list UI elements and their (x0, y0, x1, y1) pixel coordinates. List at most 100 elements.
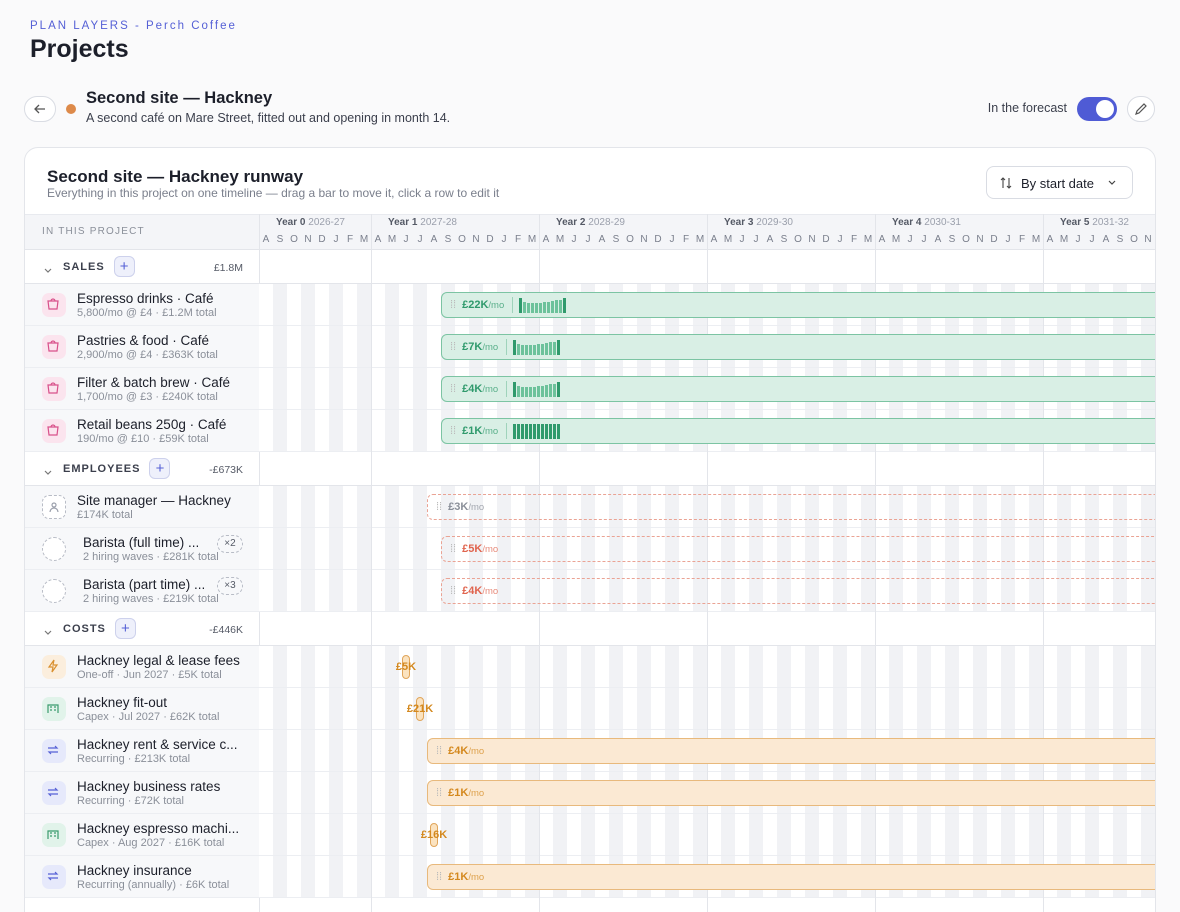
section-total: -£673K (209, 464, 243, 476)
drag-handle: ⁞⁞ (450, 383, 457, 395)
row-name: Hackney espresso machi... (77, 821, 240, 836)
drag-handle: ⁞⁞ (450, 543, 457, 555)
drag-handle: ⁞⁞ (450, 585, 457, 597)
year-divider (371, 214, 372, 912)
timeline-bar[interactable]: ⁞⁞ £1K/mo (427, 780, 1155, 806)
spark-bar (529, 387, 533, 397)
row-icon (42, 419, 66, 443)
timeline-bar[interactable]: ⁞⁞ £4K/mo (441, 578, 1155, 604)
spark-bar (529, 345, 533, 355)
chevron (1108, 180, 1116, 185)
row-name: Barista (part time) ... (83, 577, 206, 592)
month-label: M (695, 234, 705, 245)
month-label: M (387, 234, 397, 245)
row-detail: £174K total (77, 509, 133, 521)
spark-bar (551, 301, 555, 313)
month-label: J (921, 234, 927, 245)
row-icon (42, 697, 66, 721)
month-label: J (1089, 234, 1095, 245)
icon-glyph (47, 704, 59, 713)
sort-button[interactable]: By start date (986, 166, 1133, 199)
add-button[interactable]: + (114, 618, 136, 639)
month-label: J (333, 234, 339, 245)
month-label: F (850, 234, 858, 245)
month-label: S (780, 234, 788, 245)
year-range: 2030-31 (924, 217, 961, 228)
row-icon (42, 823, 66, 847)
month-label: O (626, 234, 634, 245)
month-label: A (1102, 234, 1110, 245)
year-divider (539, 214, 540, 912)
add-button[interactable]: + (113, 256, 135, 277)
timeline-bar[interactable]: ⁞⁞ £5K/mo (441, 536, 1155, 562)
year-label: Year 3 2029-30 (724, 217, 793, 228)
page-title: Projects (30, 35, 129, 63)
timeline-bar[interactable]: ⁞⁞ £3K/mo (427, 494, 1155, 520)
month-label: J (837, 234, 843, 245)
year-divider (707, 214, 708, 912)
milestone-label: £21K (406, 703, 434, 715)
spark-bar (525, 424, 529, 439)
bar-unit: /mo (482, 341, 499, 353)
icon-glyph (47, 340, 59, 352)
timeline-bar[interactable]: ⁞⁞ £1K/mo (441, 418, 1155, 444)
month-label: N (472, 234, 480, 245)
back-button[interactable] (24, 96, 56, 122)
year-range: 2031-32 (1092, 217, 1129, 228)
spark-bar (553, 384, 557, 397)
bar-unit: /mo (468, 787, 485, 799)
row-name: Hackney fit-out (77, 695, 168, 710)
row-name: Retail beans 250g · Café (77, 417, 227, 432)
icon-glyph (47, 745, 59, 755)
timeline-card: Second site — Hackney runway Everything … (24, 147, 1156, 912)
row-detail: Capex · Aug 2027 · £16K total (77, 837, 225, 849)
icon-glyph (43, 538, 67, 562)
sparkline (512, 297, 567, 313)
month-label: J (417, 234, 423, 245)
row-detail: Capex · Jul 2027 · £62K total (77, 711, 220, 723)
section-name: EMPLOYEES (63, 463, 141, 475)
month-label: S (612, 234, 620, 245)
collapse-chevron (43, 624, 53, 642)
month-label: M (723, 234, 733, 245)
add-button[interactable]: + (149, 458, 171, 479)
icon-glyph (47, 424, 59, 436)
month-label: A (1046, 234, 1054, 245)
drag-handle: ⁞⁞ (436, 871, 443, 883)
row-icon (42, 335, 66, 359)
milestone-label: £16K (420, 829, 448, 841)
row-detail: One-off · Jun 2027 · £5K total (77, 669, 222, 681)
spark-bar (549, 384, 553, 397)
timeline-bar[interactable]: ⁞⁞ £4K/mo (427, 738, 1155, 764)
sparkline (506, 381, 561, 397)
icon-glyph (49, 502, 59, 513)
month-label: S (948, 234, 956, 245)
month-label: S (444, 234, 452, 245)
bar-unit: /mo (482, 543, 499, 555)
year-name: Year 5 (1060, 217, 1090, 228)
spark-bar (537, 344, 541, 355)
year-label: Year 0 2026-27 (276, 217, 345, 228)
timeline-bar[interactable]: ⁞⁞ £22K/mo (441, 292, 1155, 318)
spark-bar (553, 424, 557, 439)
row-icon (42, 377, 66, 401)
card-subtitle: Everything in this project on one timeli… (47, 186, 500, 200)
timeline-bar[interactable]: ⁞⁞ £4K/mo (441, 376, 1155, 402)
row-icon (42, 495, 66, 519)
spark-bar (529, 424, 533, 439)
bar-value: £4K (448, 745, 469, 757)
row-name: Pastries & food · Café (77, 333, 210, 348)
row-icon (42, 655, 66, 679)
spark-bar (537, 424, 541, 439)
bar-value: £22K (462, 299, 489, 311)
edit-button[interactable] (1127, 96, 1155, 122)
timeline-bar[interactable]: ⁞⁞ £7K/mo (441, 334, 1155, 360)
year-name: Year 2 (556, 217, 586, 228)
timeline-bar[interactable]: ⁞⁞ £1K/mo (427, 864, 1155, 890)
row-name: Espresso drinks · Café (77, 291, 214, 306)
spark-bar (541, 386, 545, 397)
year-divider (1043, 214, 1044, 912)
spark-bar (557, 424, 561, 439)
sort-icon (1000, 177, 1012, 189)
forecast-toggle[interactable] (1077, 97, 1117, 121)
